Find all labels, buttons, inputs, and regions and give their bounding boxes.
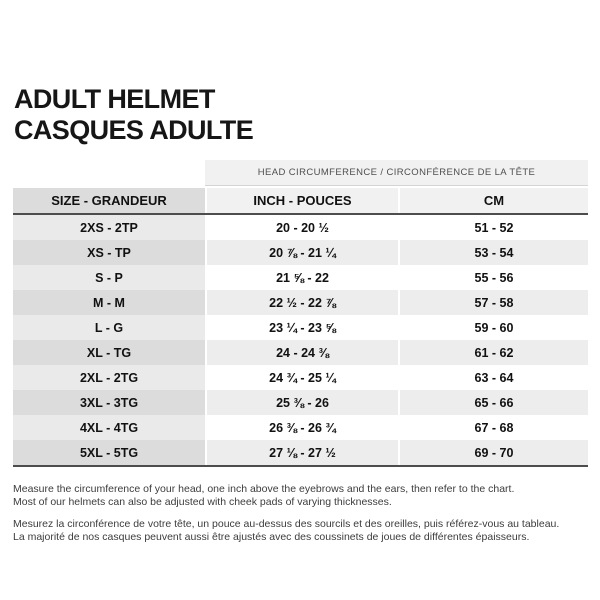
table-body: 2XS - 2TP 20 - 20 ½ 51 - 52 XS - TP 20 ⅞… — [13, 215, 588, 467]
column-header-row: SIZE - GRANDEUR INCH - POUCES CM — [13, 188, 588, 215]
table-row: L - G 23 ¼ - 23 ⅝ 59 - 60 — [13, 315, 588, 340]
size-cell: L - G — [13, 315, 205, 340]
size-cell: XS - TP — [13, 240, 205, 265]
cm-cell: 61 - 62 — [400, 340, 588, 365]
inch-cell: 22 ½ - 22 ⅞ — [205, 290, 400, 315]
table-row: XL - TG 24 - 24 ⅜ 61 - 62 — [13, 340, 588, 365]
instructions-french: Mesurez la circonférence de votre tête, … — [13, 518, 588, 544]
cm-cell: 55 - 56 — [400, 265, 588, 290]
column-header-cm: CM — [400, 188, 588, 213]
head-circumference-banner: HEAD CIRCUMFERENCE / CIRCONFÉRENCE DE LA… — [205, 160, 588, 186]
inch-cell: 27 ⅛ - 27 ½ — [205, 440, 400, 465]
instructions-english: Measure the circumference of your head, … — [13, 483, 588, 509]
table-row: M - M 22 ½ - 22 ⅞ 57 - 58 — [13, 290, 588, 315]
cm-cell: 57 - 58 — [400, 290, 588, 315]
inch-cell: 26 ⅜ - 26 ¾ — [205, 415, 400, 440]
instruction-line: La majorité de nos casques peuvent aussi… — [13, 531, 530, 543]
table-banner-row: HEAD CIRCUMFERENCE / CIRCONFÉRENCE DE LA… — [13, 160, 588, 186]
cm-cell: 53 - 54 — [400, 240, 588, 265]
instruction-line: Mesurez la circonférence de votre tête, … — [13, 518, 560, 530]
inch-cell: 24 - 24 ⅜ — [205, 340, 400, 365]
inch-cell: 20 - 20 ½ — [205, 215, 400, 240]
size-cell: XL - TG — [13, 340, 205, 365]
table-row: 2XS - 2TP 20 - 20 ½ 51 - 52 — [13, 215, 588, 240]
measurement-instructions: Measure the circumference of your head, … — [13, 483, 588, 544]
cm-cell: 65 - 66 — [400, 390, 588, 415]
table-row: 3XL - 3TG 25 ⅜ - 26 65 - 66 — [13, 390, 588, 415]
size-cell: 2XL - 2TG — [13, 365, 205, 390]
page-title: ADULT HELMET CASQUES ADULTE — [14, 84, 254, 146]
table-row: 5XL - 5TG 27 ⅛ - 27 ½ 69 - 70 — [13, 440, 588, 465]
inch-cell: 24 ¾ - 25 ¼ — [205, 365, 400, 390]
table-row: XS - TP 20 ⅞ - 21 ¼ 53 - 54 — [13, 240, 588, 265]
page-title-fr: CASQUES ADULTE — [14, 115, 254, 145]
inch-cell: 21 ⅝ - 22 — [205, 265, 400, 290]
instruction-line: Measure the circumference of your head, … — [13, 483, 515, 495]
inch-cell: 25 ⅜ - 26 — [205, 390, 400, 415]
cm-cell: 63 - 64 — [400, 365, 588, 390]
inch-cell: 23 ¼ - 23 ⅝ — [205, 315, 400, 340]
size-cell: S - P — [13, 265, 205, 290]
cm-cell: 51 - 52 — [400, 215, 588, 240]
cm-cell: 59 - 60 — [400, 315, 588, 340]
size-cell: M - M — [13, 290, 205, 315]
size-cell: 5XL - 5TG — [13, 440, 205, 465]
banner-spacer — [13, 160, 205, 186]
page-title-en: ADULT HELMET — [14, 84, 215, 114]
size-cell: 3XL - 3TG — [13, 390, 205, 415]
table-row: 2XL - 2TG 24 ¾ - 25 ¼ 63 - 64 — [13, 365, 588, 390]
size-cell: 2XS - 2TP — [13, 215, 205, 240]
size-chart-table: HEAD CIRCUMFERENCE / CIRCONFÉRENCE DE LA… — [13, 160, 588, 467]
instruction-line: Most of our helmets can also be adjusted… — [13, 496, 392, 508]
cm-cell: 67 - 68 — [400, 415, 588, 440]
inch-cell: 20 ⅞ - 21 ¼ — [205, 240, 400, 265]
cm-cell: 69 - 70 — [400, 440, 588, 465]
table-row: 4XL - 4TG 26 ⅜ - 26 ¾ 67 - 68 — [13, 415, 588, 440]
column-header-size: SIZE - GRANDEUR — [13, 188, 205, 213]
table-row: S - P 21 ⅝ - 22 55 - 56 — [13, 265, 588, 290]
column-header-inch: INCH - POUCES — [205, 188, 400, 213]
size-cell: 4XL - 4TG — [13, 415, 205, 440]
